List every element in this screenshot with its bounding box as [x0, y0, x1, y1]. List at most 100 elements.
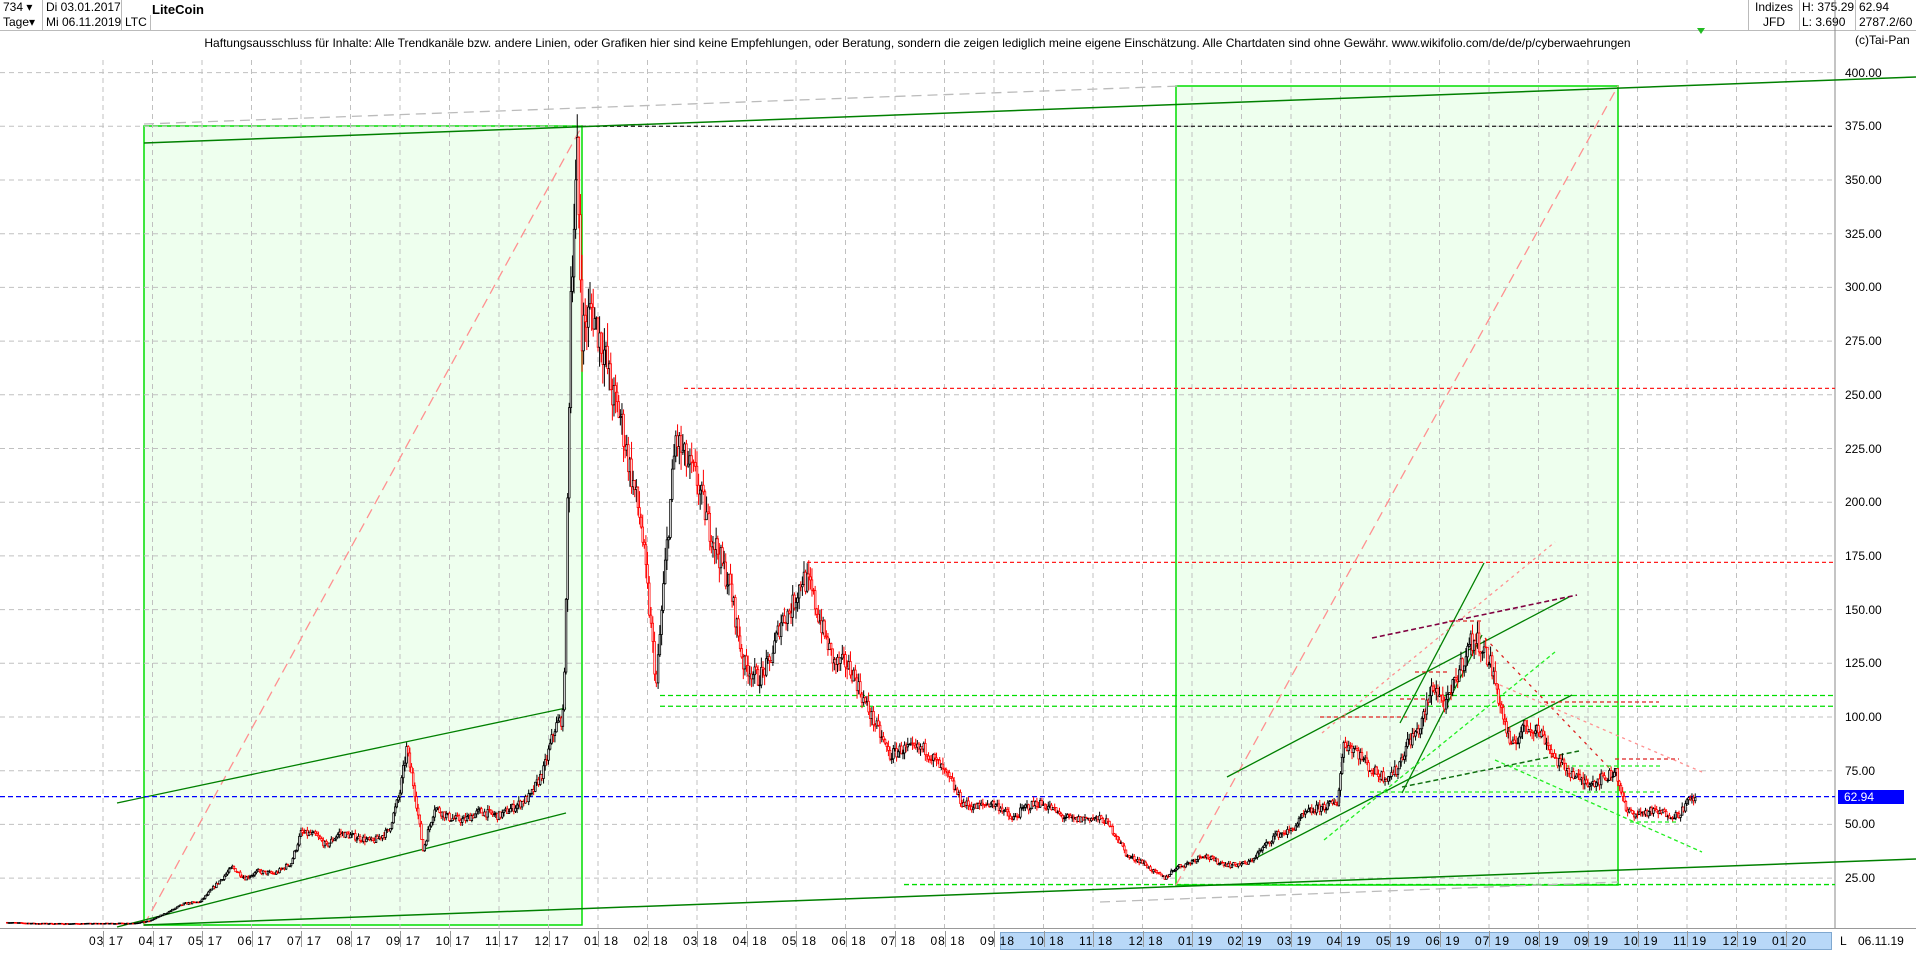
- candle: [690, 455, 693, 463]
- x-tick-label: 12 19: [1722, 934, 1758, 948]
- candle: [825, 635, 828, 638]
- candle: [1294, 825, 1297, 831]
- candle: [64, 923, 68, 925]
- candle: [1611, 776, 1614, 778]
- candle: [1009, 815, 1012, 820]
- x-tick-label: 11 17: [485, 934, 520, 948]
- trend-line: [1175, 85, 1619, 886]
- candle: [753, 666, 756, 676]
- candle: [1265, 842, 1268, 846]
- end-date[interactable]: Mi 06.11.2019: [43, 15, 122, 30]
- candle: [681, 449, 685, 453]
- period-select[interactable]: Tage▾: [0, 15, 43, 30]
- candle: [912, 742, 916, 746]
- candle: [1444, 698, 1448, 710]
- candle: [633, 480, 636, 490]
- candle: [1516, 742, 1519, 745]
- candle: [896, 751, 900, 758]
- candle: [627, 444, 630, 473]
- candle: [1320, 806, 1323, 812]
- candle: [408, 752, 412, 768]
- candle: [1685, 799, 1689, 805]
- candle: [1067, 814, 1071, 816]
- candle: [314, 831, 317, 834]
- scrollbar[interactable]: [1000, 932, 1832, 950]
- x-tick: [1291, 931, 1292, 947]
- x-tick: [746, 931, 748, 947]
- candle: [501, 812, 504, 818]
- candle: [1304, 811, 1307, 815]
- y-tick-label: 50.00: [1845, 817, 1876, 832]
- candle: [371, 837, 375, 841]
- candle: [813, 590, 817, 610]
- candle: [1297, 817, 1301, 825]
- candle: [502, 809, 506, 813]
- candle: [1613, 771, 1616, 777]
- candle: [174, 907, 177, 910]
- x-tick: [1340, 931, 1342, 947]
- candle: [176, 906, 179, 909]
- x-tick-label: 08 18: [930, 934, 966, 948]
- marker-triangle-icon: [1697, 28, 1705, 34]
- candle: [653, 641, 656, 675]
- candle: [98, 922, 101, 925]
- current-date: 06.11.19: [1858, 934, 1904, 948]
- candle: [1482, 646, 1486, 653]
- x-tick: [697, 931, 698, 947]
- x-tick: [1489, 931, 1490, 947]
- candle: [1578, 774, 1582, 781]
- candle: [1315, 804, 1318, 814]
- candle: [1399, 757, 1403, 763]
- candle: [663, 559, 667, 585]
- x-tick: [1192, 931, 1193, 947]
- candle: [788, 610, 791, 614]
- candle: [1129, 856, 1133, 859]
- candle: [1324, 808, 1328, 811]
- y-tick-label: 25.00: [1845, 871, 1876, 886]
- candle: [334, 836, 338, 840]
- candle: [989, 803, 993, 807]
- candle: [1334, 801, 1337, 806]
- candle: [1288, 828, 1291, 831]
- x-tick-label: 06 19: [1425, 934, 1461, 948]
- candle: [328, 842, 331, 847]
- candle: [864, 697, 867, 703]
- candle: [1259, 849, 1263, 852]
- x-tick-label: 09 17: [386, 934, 422, 948]
- candle: [1458, 669, 1461, 682]
- start-date[interactable]: Di 03.01.2017: [43, 0, 122, 15]
- candle: [1043, 804, 1047, 809]
- candle: [66, 923, 69, 925]
- candle: [839, 657, 842, 664]
- candle: [394, 806, 397, 814]
- trend-line: [1321, 541, 1556, 734]
- candle: [1572, 771, 1575, 780]
- candle: [1155, 870, 1159, 873]
- candle: [1029, 808, 1032, 811]
- candle: [636, 486, 640, 508]
- candle: [1047, 805, 1050, 810]
- candle: [1275, 831, 1279, 835]
- candle: [1058, 811, 1061, 814]
- x-tick-label: 10 18: [1029, 934, 1065, 948]
- candle: [550, 734, 553, 744]
- candle: [1606, 779, 1610, 782]
- candle: [199, 901, 202, 903]
- candle: [1436, 688, 1440, 697]
- candle: [662, 583, 665, 611]
- bar-count-select[interactable]: 734 ▾: [0, 0, 43, 15]
- candle: [1256, 852, 1259, 858]
- candle: [1684, 803, 1687, 812]
- candle: [461, 818, 464, 823]
- candle: [294, 849, 298, 852]
- candle: [96, 922, 99, 925]
- candle: [1326, 802, 1329, 810]
- candle: [568, 407, 571, 499]
- candle: [1233, 862, 1237, 866]
- x-tick-label: 02 18: [633, 934, 669, 948]
- scroll-marker[interactable]: L: [1840, 934, 1847, 948]
- candle: [564, 598, 568, 673]
- candle: [1184, 863, 1187, 868]
- candle: [169, 910, 172, 913]
